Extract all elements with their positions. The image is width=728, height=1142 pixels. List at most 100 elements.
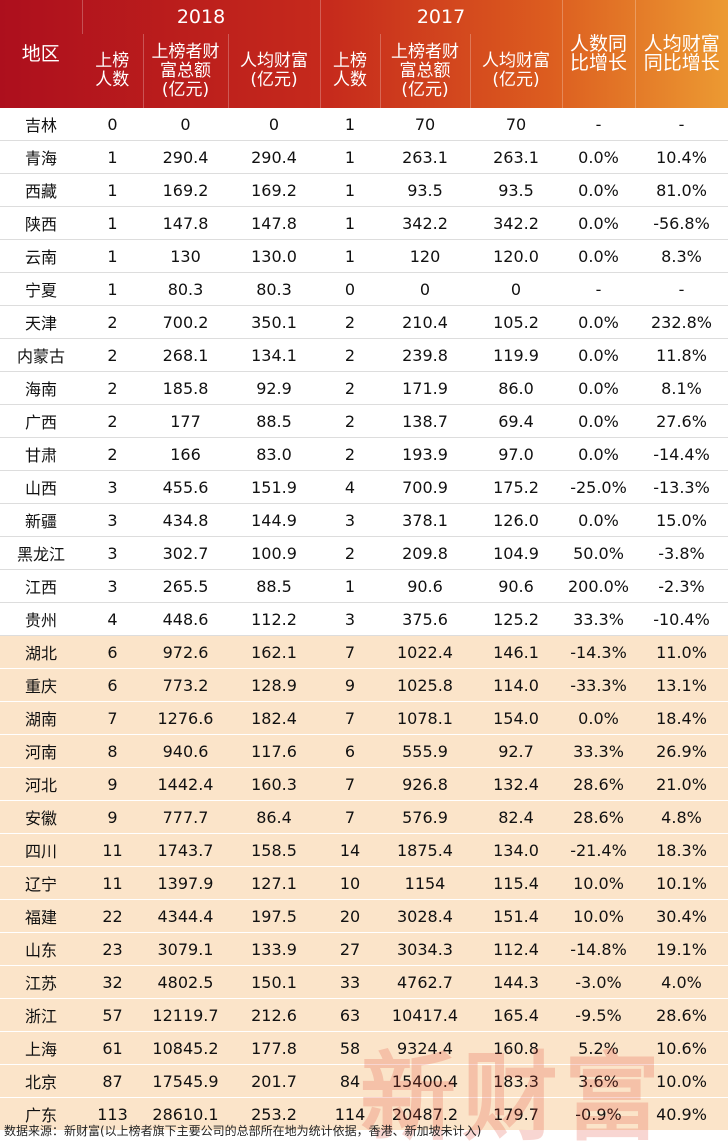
value-cell: 120.0: [470, 239, 562, 273]
value-cell: 147.8: [228, 206, 320, 240]
value-cell: 2: [82, 437, 143, 471]
table-row: 福建 22 4344.4 197.5 20 3028.4 151.4 10.0% 30.4%: [0, 899, 728, 933]
value-cell: -33.3%: [562, 668, 635, 702]
value-cell: 4344.4: [143, 899, 228, 933]
value-cell: 10.0%: [562, 899, 635, 933]
value-cell: 126.0: [470, 503, 562, 537]
value-cell: 150.1: [228, 965, 320, 999]
region-cell: 陕西: [0, 206, 82, 240]
table-row: 青海 1 290.4 290.4 1 263.1 263.1 0.0% 10.4%: [0, 140, 728, 174]
value-cell: 86.4: [228, 800, 320, 834]
value-cell: 4: [82, 602, 143, 636]
value-cell: 88.5: [228, 404, 320, 438]
value-cell: 27: [320, 932, 380, 966]
value-cell: 23: [82, 932, 143, 966]
value-cell: 171.9: [380, 371, 470, 405]
value-cell: 128.9: [228, 668, 320, 702]
value-cell: 8.3%: [635, 239, 728, 273]
value-cell: -2.3%: [635, 569, 728, 603]
value-cell: 70: [470, 108, 562, 141]
value-cell: 21.0%: [635, 767, 728, 801]
value-cell: 0: [320, 272, 380, 306]
value-cell: 0.0%: [562, 206, 635, 240]
value-cell: 375.6: [380, 602, 470, 636]
value-cell: 700.2: [143, 305, 228, 339]
value-cell: 112.4: [470, 932, 562, 966]
value-cell: 4762.7: [380, 965, 470, 999]
value-cell: 0.0%: [562, 701, 635, 735]
table-row: 四川 11 1743.7 158.5 14 1875.4 134.0 -21.4% 18.3%: [0, 833, 728, 867]
region-cell: 重庆: [0, 668, 82, 702]
value-cell: 13.1%: [635, 668, 728, 702]
value-cell: 2: [320, 437, 380, 471]
value-cell: 69.4: [470, 404, 562, 438]
value-cell: 1022.4: [380, 635, 470, 669]
value-cell: 0: [470, 272, 562, 306]
value-cell: 7: [320, 767, 380, 801]
column-header: 人均财富 (亿元): [469, 34, 562, 108]
value-cell: 253.2: [228, 1097, 320, 1131]
value-cell: 14: [320, 833, 380, 867]
value-cell: 93.5: [470, 173, 562, 207]
table-row: 重庆 6 773.2 128.9 9 1025.8 114.0 -33.3% 13.1%: [0, 668, 728, 702]
value-cell: 209.8: [380, 536, 470, 570]
region-cell: 上海: [0, 1031, 82, 1065]
value-cell: 2: [82, 305, 143, 339]
group-header: 2018: [81, 0, 320, 34]
value-cell: 3: [320, 602, 380, 636]
region-cell: 新疆: [0, 503, 82, 537]
value-cell: 0: [82, 108, 143, 141]
value-cell: 1: [320, 173, 380, 207]
table-row: 江苏 32 4802.5 150.1 33 4762.7 144.3 -3.0% 4.0%: [0, 965, 728, 999]
value-cell: 10: [320, 866, 380, 900]
value-cell: 2: [320, 305, 380, 339]
region-cell: 北京: [0, 1064, 82, 1098]
region-cell: 湖南: [0, 701, 82, 735]
value-cell: 40.9%: [635, 1097, 728, 1131]
value-cell: 12119.7: [143, 998, 228, 1032]
value-cell: 63: [320, 998, 380, 1032]
value-cell: 19.1%: [635, 932, 728, 966]
value-cell: 3.6%: [562, 1064, 635, 1098]
value-cell: 17545.9: [143, 1064, 228, 1098]
value-cell: 11: [82, 833, 143, 867]
value-cell: 434.8: [143, 503, 228, 537]
table-row: 广东 113 28610.1 253.2 114 20487.2 179.7 -0.9% 40.…: [0, 1097, 728, 1131]
value-cell: 133.9: [228, 932, 320, 966]
value-cell: 130: [143, 239, 228, 273]
value-cell: 2: [320, 536, 380, 570]
value-cell: 15.0%: [635, 503, 728, 537]
value-cell: 144.3: [470, 965, 562, 999]
value-cell: 773.2: [143, 668, 228, 702]
value-cell: 11.0%: [635, 635, 728, 669]
value-cell: 0.0%: [562, 404, 635, 438]
value-cell: -14.4%: [635, 437, 728, 471]
value-cell: 22: [82, 899, 143, 933]
value-cell: 9: [82, 767, 143, 801]
table-row: 北京 87 17545.9 201.7 84 15400.4 183.3 3.6% 10.0%: [0, 1064, 728, 1098]
region-cell: 江西: [0, 569, 82, 603]
value-cell: 105.2: [470, 305, 562, 339]
value-cell: 8.1%: [635, 371, 728, 405]
value-cell: 18.4%: [635, 701, 728, 735]
value-cell: -21.4%: [562, 833, 635, 867]
value-cell: 134.1: [228, 338, 320, 372]
value-cell: 0.0%: [562, 173, 635, 207]
region-header: 地区: [21, 42, 60, 65]
region-cell: 吉林: [0, 108, 82, 141]
table-row: 宁夏 1 80.3 80.3 0 0 0- -: [0, 272, 728, 306]
value-cell: 169.2: [228, 173, 320, 207]
value-cell: 0.0%: [562, 239, 635, 273]
value-cell: 1875.4: [380, 833, 470, 867]
value-cell: 28610.1: [143, 1097, 228, 1131]
value-cell: 28.6%: [562, 800, 635, 834]
table-header: 地区 2018 2017 人数同 比增长 人均财富 同比增长 上榜 人数 上榜者财…: [0, 0, 728, 108]
value-cell: 4802.5: [143, 965, 228, 999]
value-cell: 2: [82, 338, 143, 372]
value-cell: 212.6: [228, 998, 320, 1032]
value-cell: 268.1: [143, 338, 228, 372]
value-cell: 0.0%: [562, 503, 635, 537]
value-cell: 11.8%: [635, 338, 728, 372]
value-cell: 9: [82, 800, 143, 834]
value-cell: -: [562, 272, 635, 306]
